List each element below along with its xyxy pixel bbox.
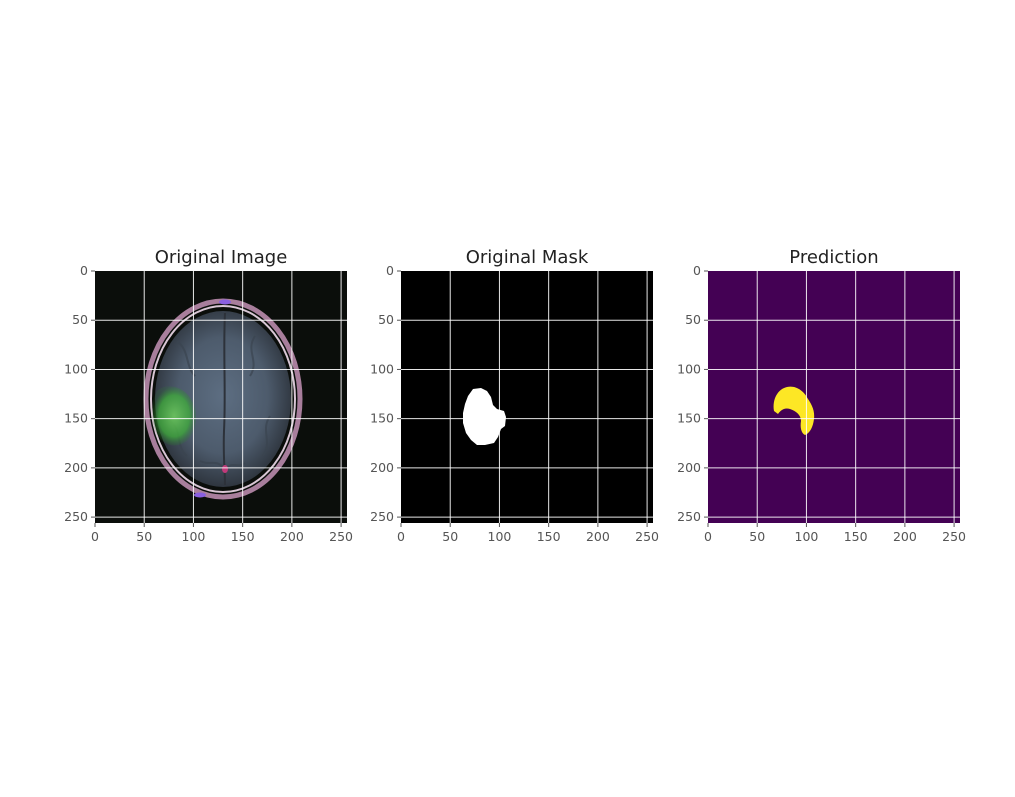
prediction-background: [708, 271, 960, 523]
x-axis-ticks: 0 50 100 150 200 250: [397, 523, 659, 544]
y-tick-label: 0: [693, 263, 701, 278]
x-tick-label: 0: [397, 529, 405, 544]
brain-mri-image: [143, 298, 303, 500]
y-tick-label: 250: [677, 509, 701, 524]
y-tick-label: 100: [64, 361, 88, 376]
grid-lines: [401, 271, 653, 523]
x-tick-label: 50: [749, 529, 765, 544]
x-tick-label: 150: [844, 529, 868, 544]
x-tick-label: 200: [280, 529, 304, 544]
x-tick-label: 100: [182, 529, 206, 544]
y-tick-label: 50: [72, 312, 88, 327]
x-tick-label: 50: [136, 529, 152, 544]
grid-lines: [95, 271, 347, 523]
x-tick-label: 150: [231, 529, 255, 544]
y-tick-label: 150: [64, 411, 88, 426]
y-axis-ticks: 0 50 100 150 200 250: [370, 263, 401, 524]
y-tick-label: 150: [677, 411, 701, 426]
prediction-region: [773, 386, 815, 435]
x-tick-label: 250: [635, 529, 659, 544]
x-tick-label: 0: [704, 529, 712, 544]
y-tick-label: 150: [370, 411, 394, 426]
y-tick-label: 250: [64, 509, 88, 524]
y-tick-label: 100: [370, 361, 394, 376]
mask-background: [401, 271, 653, 523]
panel-title: Original Mask: [466, 247, 589, 268]
grid-lines: [708, 271, 960, 523]
x-axis-ticks: 0 50 100 150 200 250: [91, 523, 353, 544]
x-tick-label: 250: [942, 529, 966, 544]
x-tick-label: 200: [893, 529, 917, 544]
panel-title: Original Image: [155, 247, 288, 268]
panel-original-mask: Original Mask 0 50 100 150 200 250 0 50 100 150 2…: [370, 247, 659, 544]
y-tick-label: 250: [370, 509, 394, 524]
y-tick-label: 200: [370, 460, 394, 475]
y-axis-ticks: 0 50 100 150 200 250: [64, 263, 95, 524]
y-tick-label: 50: [378, 312, 394, 327]
x-tick-label: 100: [795, 529, 819, 544]
y-axis-ticks: 0 50 100 150 200 250: [677, 263, 708, 524]
x-tick-label: 200: [586, 529, 610, 544]
y-tick-label: 200: [64, 460, 88, 475]
panel-prediction: Prediction 0 50 100 150 200 250 0 50 100 150 200 2…: [677, 247, 966, 544]
panel-original-image: Original Image 0 50 100 150 200 250 0 50 100 150…: [64, 247, 353, 544]
x-tick-label: 100: [488, 529, 512, 544]
panel-title: Prediction: [789, 247, 878, 268]
y-tick-label: 100: [677, 361, 701, 376]
y-tick-label: 0: [386, 263, 394, 278]
y-tick-label: 200: [677, 460, 701, 475]
x-axis-ticks: 0 50 100 150 200 250: [704, 523, 966, 544]
y-tick-label: 50: [685, 312, 701, 327]
mask-region: [463, 388, 506, 445]
x-tick-label: 250: [329, 529, 353, 544]
x-tick-label: 0: [91, 529, 99, 544]
x-tick-label: 150: [537, 529, 561, 544]
x-tick-label: 50: [442, 529, 458, 544]
y-tick-label: 0: [80, 263, 88, 278]
